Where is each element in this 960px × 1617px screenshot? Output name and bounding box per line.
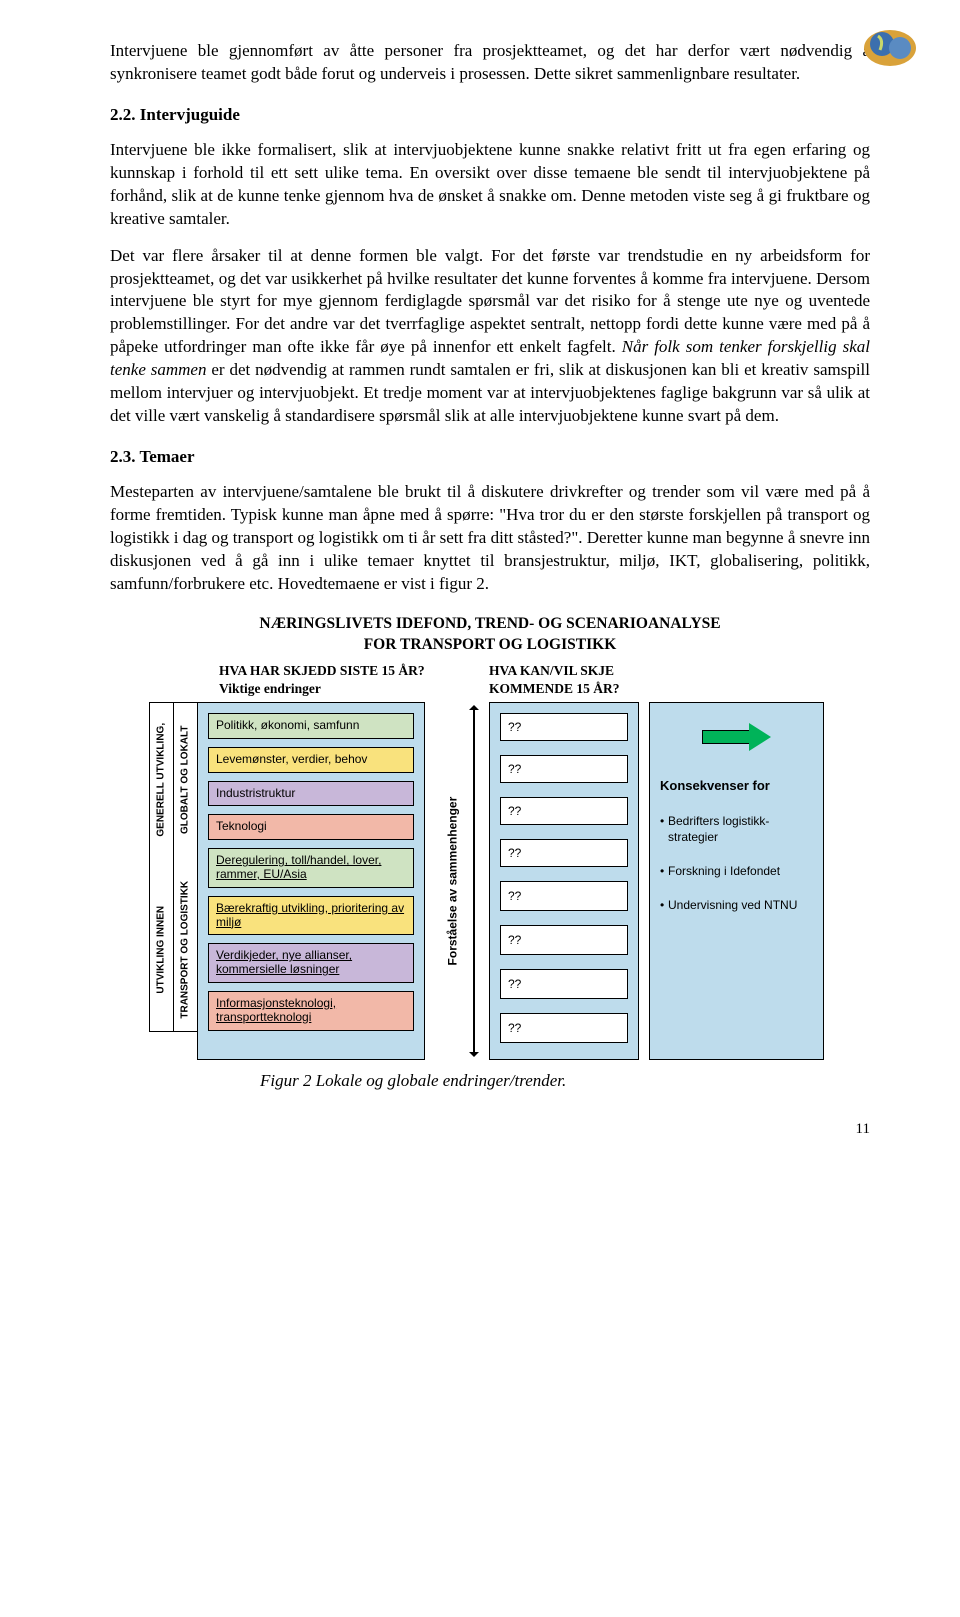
left-row-3: Teknologi <box>208 814 414 840</box>
header-right-1: HVA KAN/VIL SKJE <box>489 663 614 678</box>
diagram-title-2: FOR TRANSPORT OG LOGISTIKK <box>364 636 617 653</box>
left-row-1: Levemønster, verdier, behov <box>208 747 414 773</box>
konsekvenser-title: Konsekvenser for <box>660 777 813 795</box>
vlabel-top-1: GENERELL UTVIKLING, <box>154 700 168 860</box>
mid-panel: ???????????????? <box>489 702 639 1060</box>
diagram-title-1: NÆRINGSLIVETS IDEFOND, TREND- OG SCENARI… <box>259 615 720 632</box>
mid-row-1: ?? <box>500 755 628 783</box>
figure-caption: Figur 2 Lokale og globale endringer/tren… <box>260 1070 870 1093</box>
left-row-7: Informasjonsteknologi, transportteknolog… <box>208 991 414 1031</box>
mid-row-6: ?? <box>500 969 628 999</box>
p3c: er det nødvendig at rammen rundt samtale… <box>110 360 870 425</box>
right-panel: Konsekvenser for Bedrifters logistikk-st… <box>649 702 824 1060</box>
section-2-3-heading: 2.3. Temaer <box>110 446 870 469</box>
vlabel-bot-1: UTVIKLING INNEN <box>154 870 168 1030</box>
p2: Intervjuene ble ikke formalisert, slik a… <box>110 139 870 231</box>
left-panel: Politikk, økonomi, samfunn Levemønster, v… <box>197 702 425 1060</box>
p4: Mesteparten av intervjuene/samtalene ble… <box>110 481 870 596</box>
mid-row-5: ?? <box>500 925 628 955</box>
double-arrow-icon <box>473 710 475 1052</box>
left-row-6: Verdikjeder, nye allianser, kommersielle… <box>208 943 414 983</box>
left-row-4: Deregulering, toll/handel, lover, rammer… <box>208 848 414 888</box>
globe-logo-icon <box>860 20 920 70</box>
mid-row-7: ?? <box>500 1013 628 1043</box>
header-left-2: Viktige endringer <box>219 681 321 696</box>
vlabel-col-outer: GENERELL UTVIKLING, UTVIKLING INNEN <box>149 702 173 1032</box>
forstaelse-column: Forståelse av sammenhenger <box>425 702 479 1060</box>
green-arrow-icon <box>702 723 772 751</box>
page-number: 11 <box>110 1119 870 1139</box>
left-row-2: Industristruktur <box>208 781 414 807</box>
section-2-2-heading: 2.2. Intervjuguide <box>110 104 870 127</box>
kons-item-0: Bedrifters logistikk-strategier <box>660 813 813 845</box>
vlabel-top-2: GLOBALT OG LOKALT <box>178 700 192 860</box>
header-left-1: HVA HAR SKJEDD SISTE 15 ÅR? <box>219 663 425 678</box>
vlabel-bot-2: TRANSPORT OG LOGISTIKK <box>178 870 192 1030</box>
intro-paragraph: Intervjuene ble gjennomført av åtte pers… <box>110 40 870 86</box>
figure-2-diagram: NÆRINGSLIVETS IDEFOND, TREND- OG SCENARI… <box>149 614 831 1060</box>
kons-item-2: Undervisning ved NTNU <box>660 897 813 913</box>
vlabel-col-inner: GLOBALT OG LOKALT TRANSPORT OG LOGISTIKK <box>173 702 197 1032</box>
forstaelse-label: Forståelse av sammenhenger <box>444 797 460 966</box>
mid-row-4: ?? <box>500 881 628 911</box>
left-row-0: Politikk, økonomi, samfunn <box>208 713 414 739</box>
left-row-5: Bærekraftig utvikling, prioritering av m… <box>208 896 414 936</box>
header-right-2: KOMMENDE 15 ÅR? <box>489 681 620 696</box>
mid-row-2: ?? <box>500 797 628 825</box>
mid-row-0: ?? <box>500 713 628 741</box>
mid-row-3: ?? <box>500 839 628 867</box>
kons-item-1: Forskning i Idefondet <box>660 863 813 879</box>
p3: Det var flere årsaker til at denne forme… <box>110 245 870 429</box>
